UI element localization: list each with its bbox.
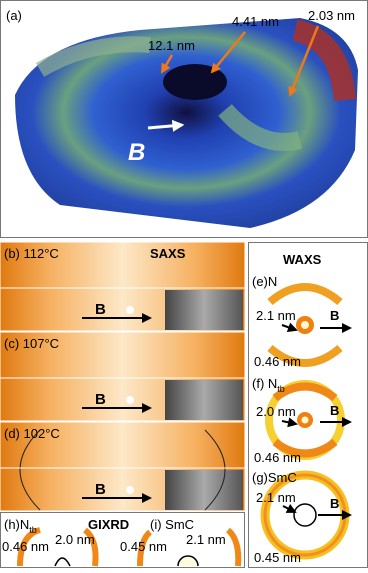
arc [267, 283, 343, 306]
label: (i) SmC [150, 517, 194, 532]
arc [272, 382, 338, 458]
annotation: 4.41 nm [232, 14, 279, 29]
saxs: (b) 112°C SAXS (c) 107°C (d) 102°C B B B [0, 242, 245, 511]
label: (f) N [252, 376, 277, 391]
wide-angle: 0.46 nm [254, 450, 301, 465]
beam [126, 396, 134, 404]
small-angle: 2.1 nm [186, 532, 226, 547]
wide-angle: 0.46 nm [2, 539, 49, 554]
field-label: B [330, 308, 339, 323]
title: SAXS [150, 246, 186, 261]
arc [82, 527, 99, 567]
gixrd: (h)Ntb GIXRD (i) SmC 0.46 nm 2.0 nm 0.45… [0, 512, 245, 568]
inset [165, 290, 243, 330]
arrow [281, 322, 298, 333]
wide-angle: 0.45 nm [120, 539, 167, 554]
arrow [282, 503, 297, 513]
inset [165, 470, 243, 510]
label: (a) [6, 8, 22, 23]
arc [54, 557, 71, 567]
wide-angle: 0.45 nm [254, 550, 301, 565]
beam [126, 486, 134, 494]
ring [301, 416, 309, 424]
field-label: B [95, 301, 106, 318]
arrow [147, 119, 185, 132]
waxs: WAXS (e)N 2.1 nm B 0.46 nm (f) Ntb 2.0 n… [248, 242, 368, 568]
arc [267, 344, 343, 367]
label: (f) Ntb [252, 376, 285, 394]
arc [17, 527, 41, 567]
small-angle: 2.0 nm [55, 532, 95, 547]
title: GIXRD [88, 517, 129, 532]
subscript: tb [29, 525, 37, 535]
arc [177, 555, 199, 567]
band [218, 103, 303, 151]
ring [19, 429, 226, 511]
label: (b) 112°C [4, 246, 59, 261]
field-label: B [95, 481, 106, 498]
label: (c) 107°C [4, 336, 59, 351]
wide-angle: 0.46 nm [254, 354, 301, 369]
ring [301, 321, 309, 329]
label: (e)N [252, 274, 277, 289]
field-label: B [95, 391, 106, 408]
annotation: 2.03 nm [308, 8, 355, 23]
arrow [281, 417, 298, 428]
field-label: B [330, 403, 339, 418]
label: (g)SmC [252, 470, 297, 485]
surface [15, 18, 358, 228]
arc [137, 529, 153, 567]
subscript: tb [277, 384, 285, 394]
field-label: B [128, 139, 145, 166]
band [292, 19, 356, 102]
arrow [288, 25, 320, 97]
arrow [160, 54, 174, 74]
annotation: 12.1 nm [148, 38, 195, 53]
ring [293, 503, 317, 527]
arrow [210, 31, 246, 74]
small-angle: 2.0 nm [256, 404, 296, 419]
arc [225, 527, 242, 567]
inset [165, 380, 243, 420]
label: (h)N [4, 517, 29, 532]
hole [163, 64, 227, 100]
beam [126, 306, 134, 314]
band [35, 36, 151, 77]
label: (d) 102°C [4, 426, 60, 441]
title: WAXS [283, 252, 322, 267]
label: (h)Ntb [4, 517, 37, 535]
small-angle: 2.1 nm [256, 490, 296, 505]
field-label: B [330, 496, 339, 511]
gixrd-frame [0, 512, 245, 568]
small-angle: 2.1 nm [256, 308, 296, 323]
